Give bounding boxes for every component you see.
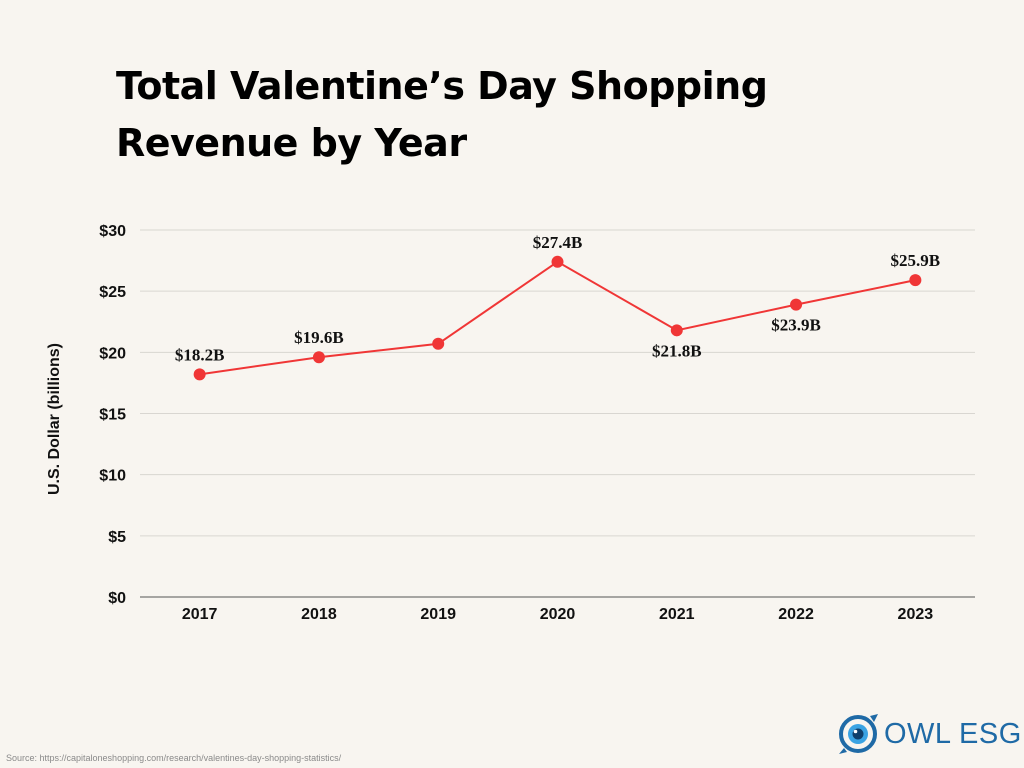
y-tick-label: $30 [99, 223, 126, 240]
data-label: $18.2B [175, 345, 225, 364]
x-tick-label: 2018 [301, 606, 337, 623]
data-label: $27.4B [533, 233, 583, 252]
data-point [790, 298, 803, 311]
x-axis-ticks: 2017 2018 2019 2020 2021 2022 2023 [182, 606, 933, 623]
x-tick-label: 2021 [659, 606, 695, 623]
line-chart: $0 $5 $10 $15 $20 $25 $30 2017 2018 2019 2020 2021… [46, 223, 975, 623]
data-label: $23.9B [771, 316, 821, 335]
data-labels: $18.2B $19.6B $27.4B $21.8B $23.9B $25.9B [175, 233, 940, 365]
chart-title: Total Valentine’s Day Shopping Revenue b… [116, 58, 816, 172]
y-tick-label: $25 [99, 284, 126, 301]
y-tick-label: $0 [108, 590, 126, 607]
x-tick-label: 2019 [420, 606, 456, 623]
y-tick-label: $5 [108, 529, 126, 546]
x-tick-label: 2017 [182, 606, 218, 623]
brand-name: OWL ESG [884, 717, 1022, 750]
chart-title-line-2: Revenue by Year [116, 121, 467, 165]
y-tick-label: $15 [99, 407, 126, 424]
y-tick-label: $10 [99, 468, 126, 485]
data-point [909, 274, 922, 287]
y-axis-label: U.S. Dollar (billions) [46, 343, 63, 495]
data-label: $25.9B [891, 251, 941, 270]
gridlines [140, 229, 975, 537]
data-point [432, 337, 445, 350]
data-point [312, 351, 325, 364]
source-note: Source: https://capitaloneshopping.com/r… [6, 753, 342, 763]
owl-eye-icon [839, 714, 878, 754]
data-points [193, 255, 922, 381]
x-tick-label: 2020 [540, 606, 576, 623]
x-tick-label: 2022 [778, 606, 814, 623]
data-label: $19.6B [294, 328, 344, 347]
data-point [551, 255, 564, 268]
x-tick-label: 2023 [898, 606, 934, 623]
data-label: $21.8B [652, 341, 702, 360]
data-point [193, 368, 206, 381]
y-axis-ticks: $0 $5 $10 $15 $20 $25 $30 [99, 223, 126, 607]
data-point [670, 324, 683, 337]
brand-logo[interactable]: OWL ESG [836, 712, 1022, 756]
y-tick-label: $20 [99, 345, 126, 362]
chart-title-line-1: Total Valentine’s Day Shopping [116, 64, 768, 108]
